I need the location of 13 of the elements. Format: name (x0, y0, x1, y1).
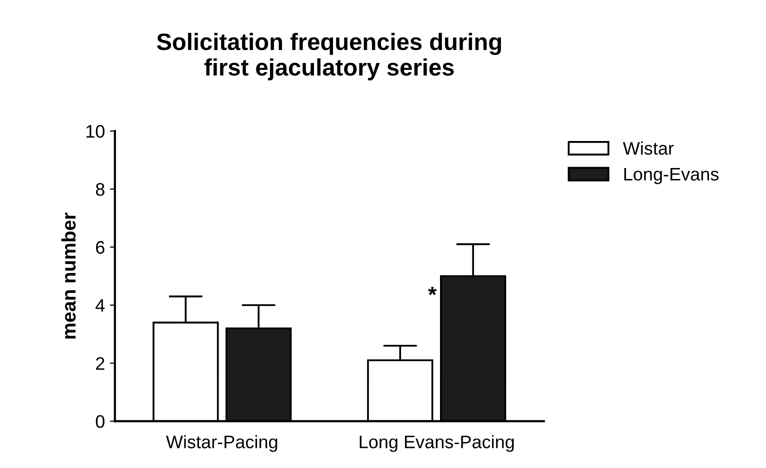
y-tick-label: 10 (86, 124, 104, 138)
y-tick-label: 2 (96, 357, 104, 370)
annotation: * (428, 286, 437, 296)
x-tick-label: Wistar-Pacing (166, 435, 278, 452)
chart-title: Solicitation frequencies during first ejaculatory series (156, 32, 501, 80)
y-tick-label: 0 (96, 415, 104, 428)
x-tick-label: Long Evans-Pacing (360, 435, 514, 452)
y-tick-label: 8 (96, 183, 104, 196)
legend-label: Long-Evans (624, 168, 719, 184)
y-tick-label: 4 (96, 299, 105, 312)
legend-label: Wistar (622, 141, 674, 155)
y-tick-label: 6 (96, 241, 104, 254)
y-axis-title: mean number (61, 212, 76, 339)
